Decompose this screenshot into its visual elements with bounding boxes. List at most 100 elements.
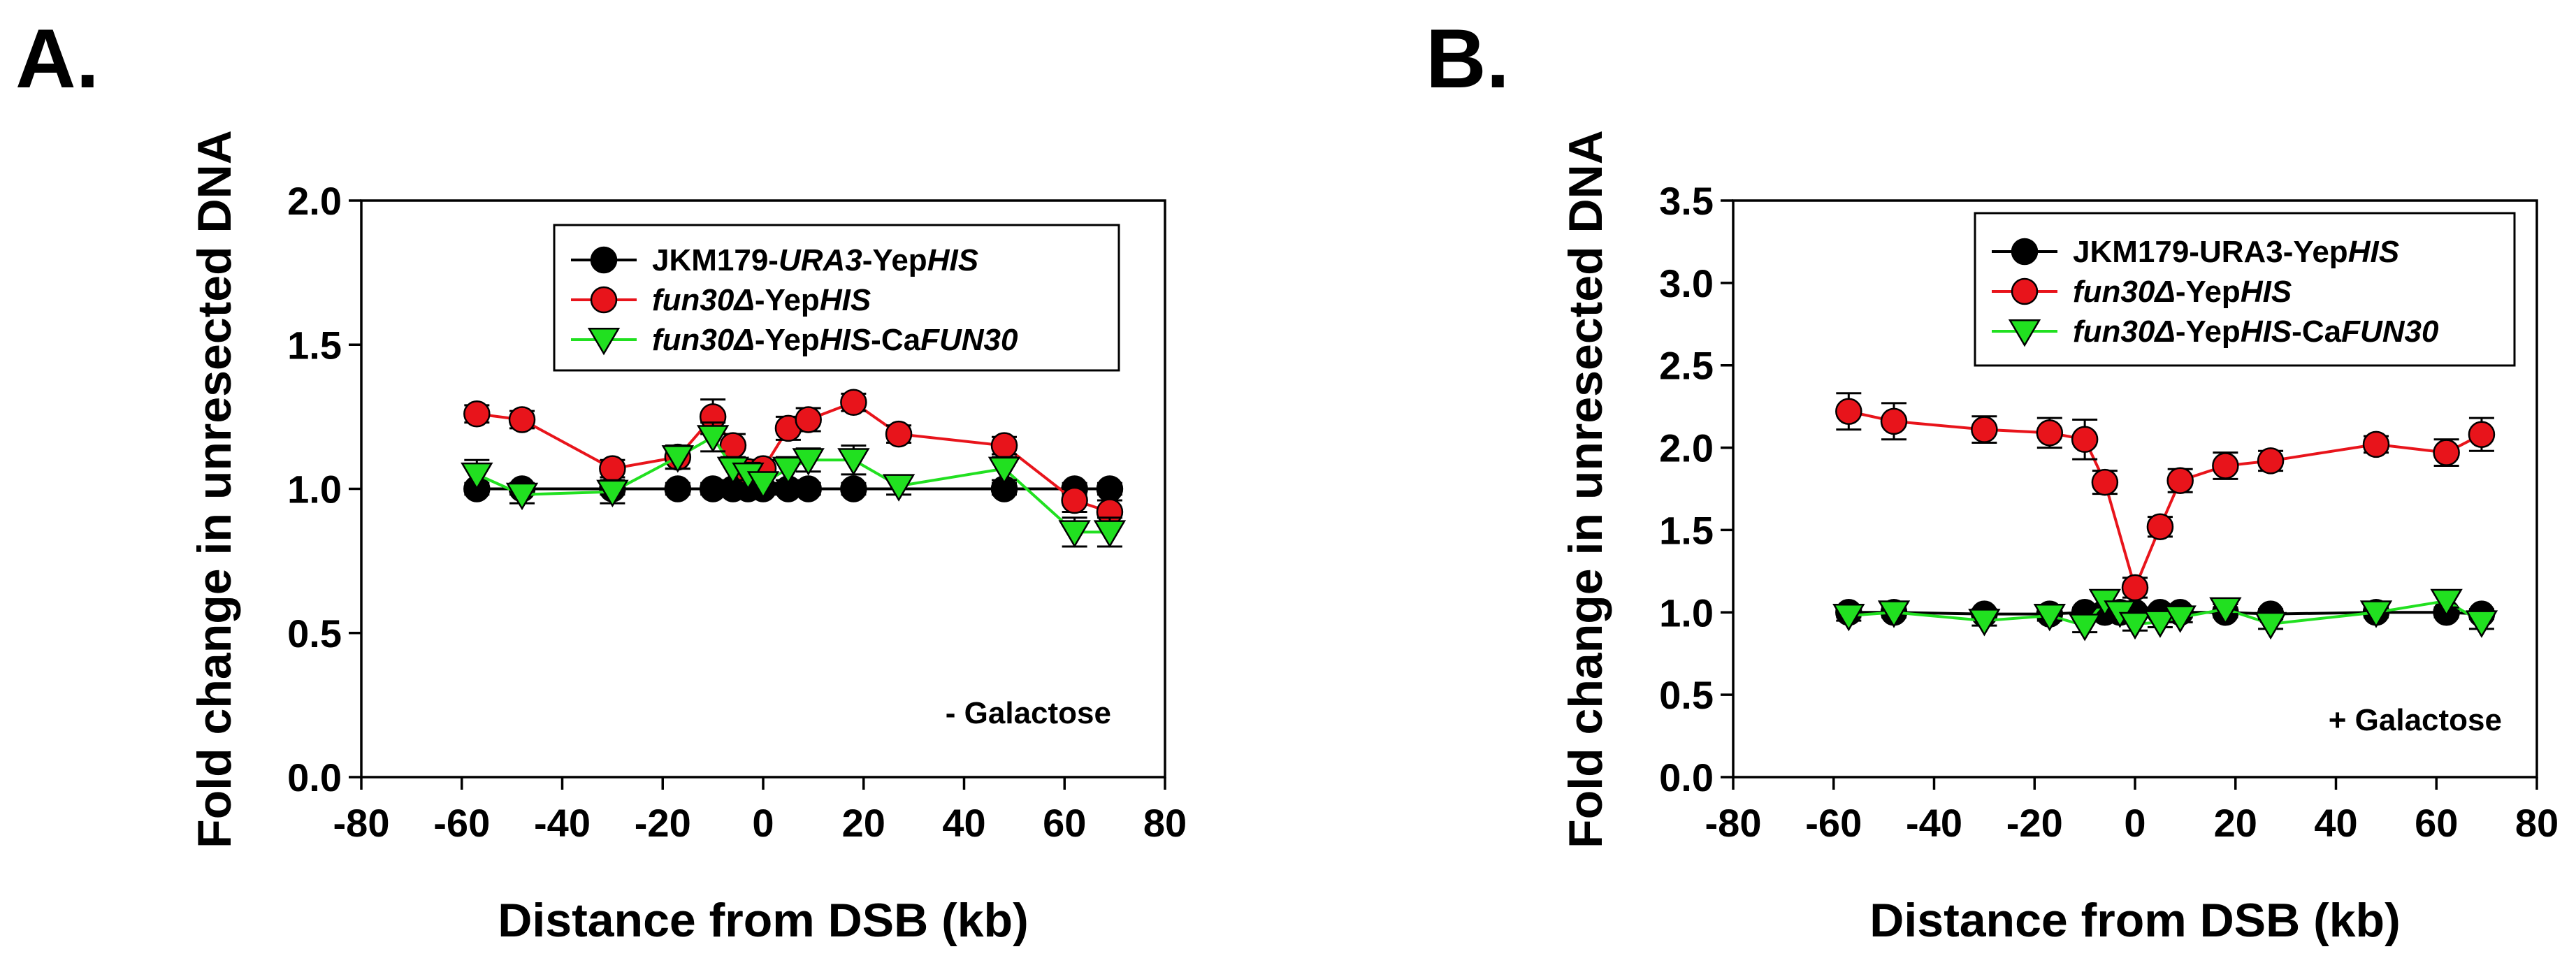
x-tick-label: 0 [2124, 801, 2146, 845]
y-axis-title: Fold change in unresected DNA [188, 130, 241, 848]
data-point [661, 445, 694, 473]
x-tick-label: -40 [1906, 801, 1962, 845]
data-point [1880, 407, 1908, 435]
data-point [2071, 426, 2099, 454]
data-point [746, 471, 780, 499]
data-point [837, 448, 870, 476]
data-point [840, 389, 867, 416]
data-point [2257, 447, 2285, 475]
legend-marker [590, 246, 618, 274]
condition-annotation: - Galactose [946, 696, 1111, 730]
data-point [987, 456, 1021, 485]
y-tick-label: 0.0 [287, 755, 342, 799]
legend-marker [590, 286, 618, 314]
legend-box [553, 224, 1120, 372]
legend-label: fun30Δ-YepHIS-CaFUN30 [2073, 314, 2439, 349]
panel-a: A. 0.0 0.5 1.0 1.5 2.0 -80 -60 -40 -20 0 20 40 60 80 Di… [15, 12, 1187, 947]
y-tick-label: 1.0 [1659, 591, 1714, 635]
x-tick-label: -80 [333, 801, 390, 845]
legend-marker [2011, 277, 2039, 305]
x-tick-label: -40 [534, 801, 591, 845]
data-point [2036, 419, 2064, 447]
data-point [1096, 475, 1124, 502]
y-tick-label: 0.5 [287, 611, 342, 656]
x-tick-label: -60 [1805, 801, 1862, 845]
data-point [2433, 439, 2460, 466]
y-tick-label: 1.5 [1659, 508, 1714, 552]
data-point [2362, 430, 2390, 458]
data-point [2033, 604, 2066, 632]
y-tick-label: 2.5 [1659, 344, 1714, 388]
x-axis-title: Distance from DSB (kb) [1869, 894, 2400, 947]
data-point [882, 474, 916, 502]
x-tick-label: 0 [752, 801, 774, 845]
data-point [2143, 610, 2177, 638]
data-point [1093, 520, 1127, 548]
legend-label: JKM179-URA3-YepHIS [652, 243, 978, 277]
data-point [1061, 486, 1088, 514]
data-point [1832, 604, 1865, 632]
condition-annotation: + Galactose [2329, 703, 2502, 737]
panel-label: B. [1426, 12, 1510, 106]
panel-b: B. 0.0 0.5 1.0 1.5 2.0 2.5 3.0 3.5 -80 -60 -40 -20 0 2… [1426, 12, 2559, 947]
legend: JKM179-URA3-YepHIS fun30Δ-YepHIS fun30Δ-Ye… [553, 224, 1120, 372]
y-tick-label: 2.0 [287, 179, 342, 223]
data-point [990, 432, 1018, 459]
y-tick-label: 0.0 [1659, 755, 1714, 799]
data-point [596, 479, 629, 508]
legend: JKM179-URA3-YepHIS fun30Δ-YepHIS fun30Δ-Ye… [1974, 212, 2516, 367]
data-point [505, 482, 539, 511]
x-tick-label: 80 [1143, 801, 1187, 845]
y-tick-label: 3.0 [1659, 261, 1714, 305]
series-2 [1832, 588, 2498, 642]
x-axis-title: Distance from DSB (kb) [498, 894, 1028, 947]
data-point [840, 475, 867, 502]
x-tick-label: 20 [2214, 801, 2257, 845]
panel-label: A. [15, 12, 99, 106]
data-point [1968, 609, 2001, 637]
data-point [2121, 574, 2149, 602]
legend-marker [2011, 238, 2039, 266]
x-tick-label: 20 [842, 801, 885, 845]
legend-marker [2008, 319, 2041, 347]
data-point [463, 400, 491, 428]
data-point [1835, 398, 1862, 425]
data-point [696, 425, 730, 453]
legend-label: fun30Δ-YepHIS-CaFUN30 [652, 323, 1018, 357]
y-tick-label: 0.5 [1659, 673, 1714, 717]
data-point [795, 406, 822, 433]
data-point [2430, 588, 2463, 617]
data-point [795, 475, 822, 502]
legend-label: fun30Δ-YepHIS [2073, 275, 2292, 309]
data-point [885, 420, 913, 448]
data-point [1877, 600, 1911, 628]
series-1 [1835, 392, 2496, 602]
legend-label: JKM179-URA3-YepHIS [2073, 235, 2399, 269]
data-point [2465, 610, 2498, 638]
x-tick-label: -20 [635, 801, 691, 845]
legend-marker [587, 328, 621, 356]
x-tick-label: 40 [942, 801, 985, 845]
y-tick-label: 3.5 [1659, 179, 1714, 223]
series-2 [461, 421, 1127, 548]
data-point [2254, 611, 2287, 640]
y-axis-title: Fold change in unresected DNA [1559, 130, 1612, 848]
x-tick-label: 60 [2415, 801, 2458, 845]
data-point [2146, 513, 2174, 540]
y-tick-label: 1.0 [287, 468, 342, 512]
data-point [461, 462, 493, 491]
data-point [2118, 611, 2152, 640]
y-tick-label: 2.0 [1659, 426, 1714, 470]
data-point [2468, 421, 2496, 448]
data-point [792, 448, 825, 476]
legend-label: fun30Δ-YepHIS [652, 283, 871, 317]
data-point [664, 475, 692, 502]
x-tick-label: 40 [2314, 801, 2357, 845]
data-point [2212, 452, 2239, 479]
data-point [2359, 600, 2393, 628]
y-tick-label: 1.5 [287, 323, 342, 367]
data-point [508, 406, 536, 433]
data-point [2166, 467, 2194, 494]
x-tick-label: -20 [2006, 801, 2063, 845]
